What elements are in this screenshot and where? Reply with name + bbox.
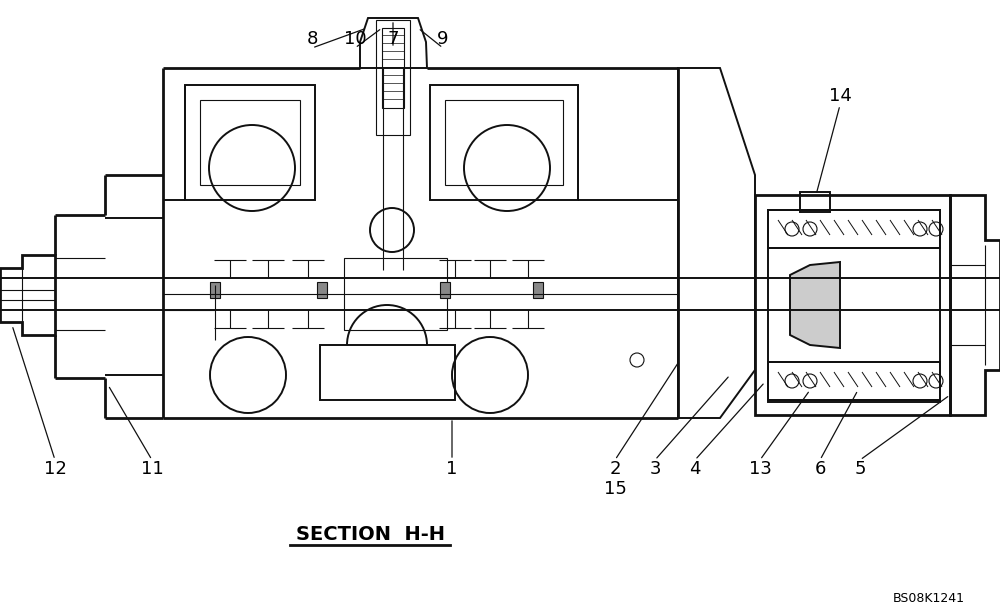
Bar: [382, 28, 404, 108]
Text: 10: 10: [344, 30, 366, 48]
Bar: [768, 210, 940, 248]
Bar: [210, 282, 220, 298]
Bar: [800, 192, 830, 212]
Bar: [430, 85, 578, 200]
Text: 11: 11: [141, 460, 163, 478]
Bar: [755, 195, 950, 415]
Text: 12: 12: [44, 460, 66, 478]
Text: 8: 8: [306, 30, 318, 48]
Text: 15: 15: [604, 480, 626, 498]
Bar: [185, 85, 315, 200]
Text: BS08K1241: BS08K1241: [893, 592, 965, 605]
Text: 6: 6: [814, 460, 826, 478]
Text: 9: 9: [437, 30, 449, 48]
Bar: [768, 362, 940, 400]
Bar: [440, 282, 450, 298]
Text: 4: 4: [689, 460, 701, 478]
Text: 1: 1: [446, 460, 458, 478]
Text: 2: 2: [609, 460, 621, 478]
Bar: [317, 282, 327, 298]
Text: 14: 14: [829, 87, 851, 105]
Text: 13: 13: [749, 460, 771, 478]
Bar: [320, 345, 455, 400]
Text: 7: 7: [387, 30, 399, 48]
Bar: [768, 210, 940, 402]
Polygon shape: [790, 262, 840, 348]
Text: 5: 5: [854, 460, 866, 478]
Text: 3: 3: [649, 460, 661, 478]
Bar: [533, 282, 543, 298]
Bar: [200, 100, 300, 185]
Text: SECTION  H-H: SECTION H-H: [296, 526, 444, 545]
Bar: [445, 100, 563, 185]
Bar: [376, 20, 410, 135]
Bar: [344, 258, 447, 330]
